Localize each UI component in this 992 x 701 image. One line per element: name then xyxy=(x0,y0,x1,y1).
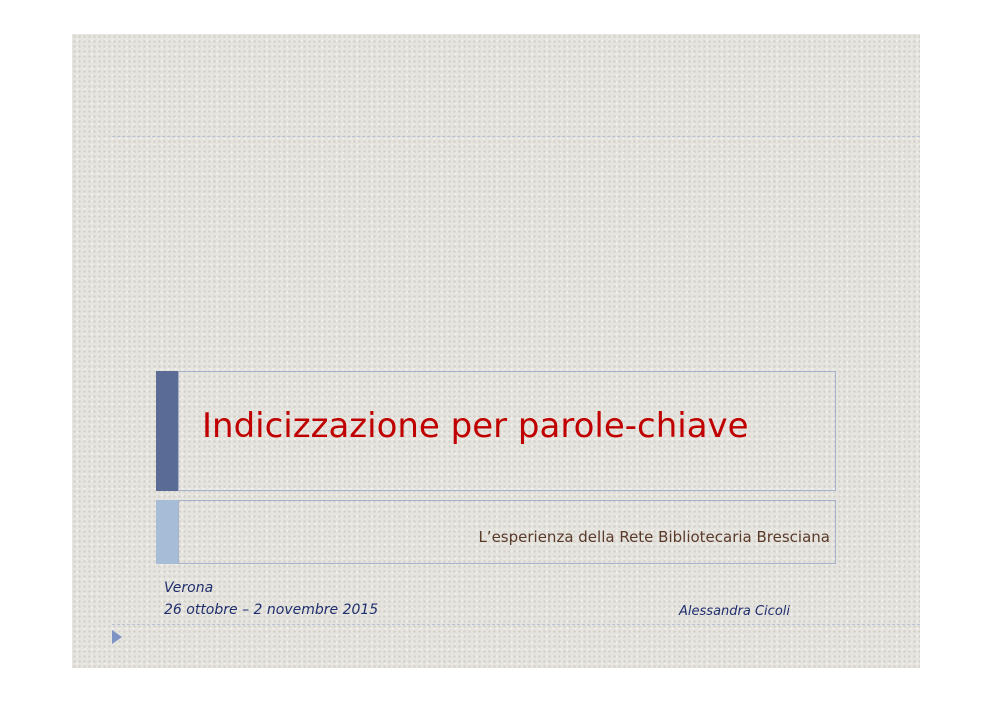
nav-arrow xyxy=(112,630,122,644)
author: Alessandra Cicoli xyxy=(679,604,790,619)
place: Verona xyxy=(164,580,214,596)
title: Indicizzazione per parole-chiave xyxy=(202,406,749,446)
divider xyxy=(112,624,920,625)
divider xyxy=(112,136,920,137)
slide: Indicizzazione per parole-chiave L’esper… xyxy=(72,34,920,668)
subtitle-box xyxy=(178,500,836,564)
subtitle: L’esperienza della Rete Bibliotecaria Br… xyxy=(478,528,830,546)
title-box xyxy=(178,371,836,491)
dates: 26 ottobre – 2 novembre 2015 xyxy=(164,602,379,618)
accent-bar xyxy=(156,500,178,564)
accent-bar xyxy=(156,371,178,491)
